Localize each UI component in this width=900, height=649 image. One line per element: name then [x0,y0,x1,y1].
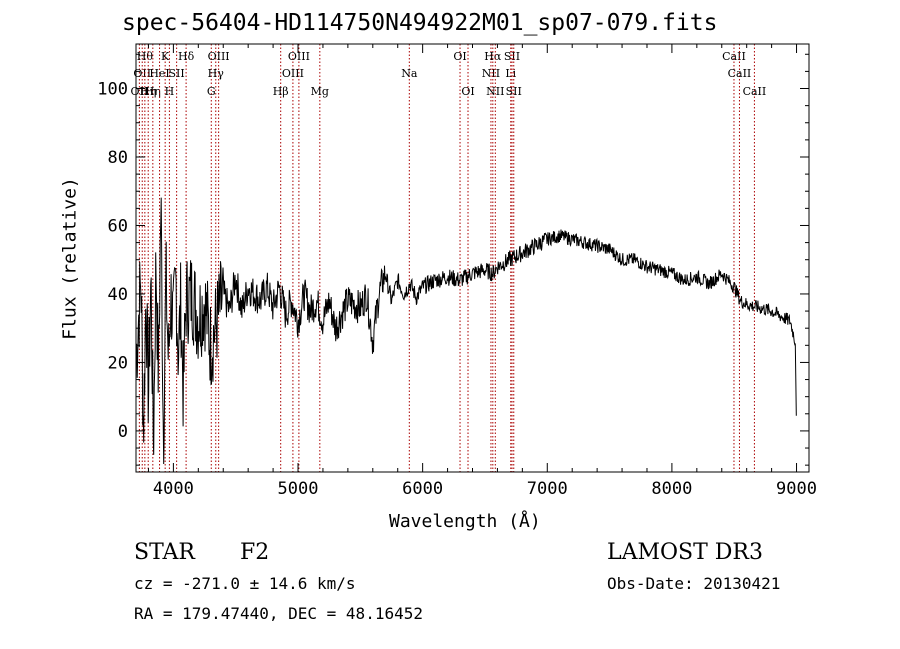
line-label: H [165,85,175,98]
line-label: Hα [484,50,502,63]
line-label: SII [506,85,522,98]
line-label: Hθ [137,50,154,63]
x-tick-label: 4000 [153,479,194,499]
y-tick-label: 60 [108,216,128,236]
line-label: NII [482,67,500,80]
line-label: K [161,50,170,63]
x-tick-label: 6000 [402,479,443,499]
line-label: OI [461,85,474,98]
y-tick-label: 100 [97,80,128,100]
line-label: Li [505,67,516,80]
line-label: HeI [149,67,169,80]
y-tick-label: 80 [108,148,128,168]
line-label: OIII [208,50,230,63]
x-tick-label: 7000 [527,479,568,499]
y-tick-label: 0 [118,422,128,442]
y-tick-label: 20 [108,353,128,373]
line-label: NII [486,85,504,98]
line-label: Mg [311,85,329,98]
line-label: OII [133,67,151,80]
spectrum-line [135,197,797,465]
obs-date: Obs-Date: 20130421 [607,574,781,593]
x-tick-label: 9000 [776,479,817,499]
line-label: OIII [288,50,310,63]
object-class: STAR [134,540,195,565]
line-label: G [207,85,216,98]
ra-dec: RA = 179.47440, DEC = 48.16452 [134,604,423,623]
y-axis-label: Flux (relative) [59,177,81,340]
line-label: Hγ [208,67,225,80]
line-label: SII [504,50,520,63]
line-label: CaII [743,85,767,98]
line-label: CaII [722,50,746,63]
x-tick-label: 5000 [278,479,319,499]
line-label: Hη [145,85,161,98]
y-tick-label: 40 [108,285,128,305]
line-label: OIII [282,67,304,80]
chart-title: spec-56404-HD114750N494922M01_sp07-079.f… [122,10,718,36]
survey-name: LAMOST DR3 [607,540,763,565]
line-label: SII [169,67,185,80]
plot-frame [135,43,810,473]
x-tick-label: 8000 [651,479,692,499]
x-axis-label: Wavelength (Å) [389,511,541,532]
line-label: Hβ [273,85,289,98]
line-label: CaII [728,67,752,80]
spectral-subclass: F2 [240,540,270,565]
line-label: OI [453,50,466,63]
redshift-cz: cz = -271.0 ± 14.6 km/s [134,574,356,593]
line-label: Hδ [178,50,195,63]
line-label: Na [401,67,418,80]
